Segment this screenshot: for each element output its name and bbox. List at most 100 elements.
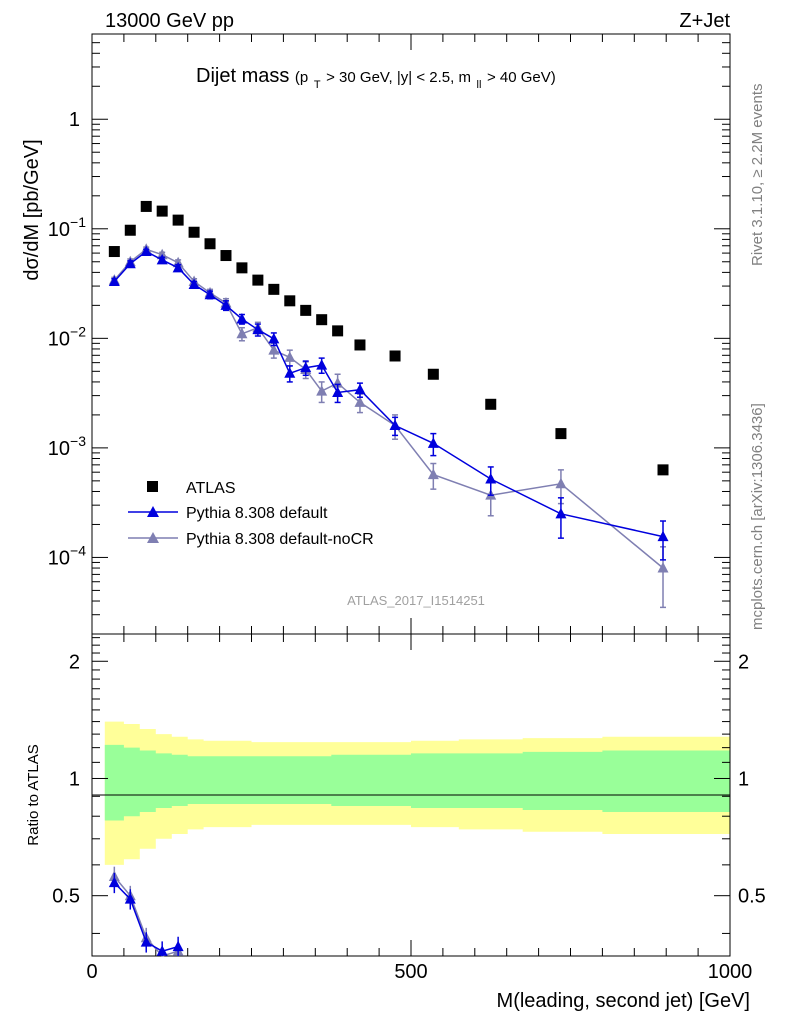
atlas-data-point	[427, 368, 439, 380]
atlas-data-point	[332, 325, 344, 337]
header-right: Z+Jet	[679, 10, 730, 32]
atlas-data-point	[485, 398, 497, 410]
x-tick-label: 500	[394, 961, 427, 983]
ratio-y-tick-label-left: 2	[69, 651, 80, 673]
atlas-data-point	[268, 283, 280, 295]
atlas-data-point	[300, 304, 312, 316]
main-y-tick-label: 10−4	[48, 542, 86, 569]
pythia-default-point	[316, 359, 328, 370]
data-marks	[108, 200, 669, 957]
legend-label-default: Pythia 8.308 default	[186, 505, 328, 522]
atlas-data-point	[156, 205, 168, 217]
pythia-nocr-point	[236, 327, 248, 339]
main-y-tick-base: 10	[48, 547, 70, 569]
atlas-data-point	[316, 314, 328, 326]
main-y-tick-exponent: −2	[70, 323, 86, 339]
pythia-default-point	[108, 275, 120, 287]
pythia-default-point	[252, 323, 264, 335]
pythia-default-ratio-point	[156, 945, 168, 956]
main-y-tick-label: 10−3	[48, 433, 86, 460]
pythia-default-point	[300, 361, 312, 373]
pythia-default-ratio-point	[108, 876, 120, 888]
plot-title-cut-open: (p	[295, 69, 308, 86]
plot-title-cut-close: > 40 GeV)	[487, 69, 556, 86]
pythia-nocr-point	[555, 477, 567, 489]
pythia-nocr-point	[316, 385, 328, 396]
pythia-default-point	[555, 507, 567, 519]
axis-ticks: 10−410−310−210−110.5 0.51 12 20 500 1000	[48, 33, 766, 983]
x-tick-label: 0	[86, 961, 97, 983]
ratio-uncertainty-bands	[104, 721, 731, 865]
plot-title-cut-mid: > 30 GeV, |y| < 2.5, m	[326, 69, 471, 86]
pythia-default-ratio-point	[172, 940, 184, 952]
pythia-default-point	[427, 437, 439, 448]
pythia-default-point	[236, 313, 248, 324]
atlas-data-point	[140, 200, 152, 212]
main-y-tick-label: 10−1	[48, 214, 86, 241]
header-left: 13000 GeV pp	[105, 10, 234, 32]
atlas-data-point	[657, 464, 669, 476]
pythia-default-point	[220, 299, 232, 310]
pythia-nocr-point	[284, 351, 296, 362]
atlas-data-point	[236, 262, 248, 274]
pythia-default-point	[156, 253, 168, 265]
atlas-data-point	[354, 339, 366, 351]
legend-marker-atlas	[147, 481, 158, 492]
pythia-default-point	[354, 383, 366, 395]
pythia-default-point	[268, 332, 280, 344]
pythia-default-point	[140, 245, 152, 257]
pythia-default-point	[124, 257, 136, 269]
main-y-tick-base: 10	[48, 328, 70, 350]
rivet-version-text: Rivet 3.1.10, ≥ 2.2M events	[749, 84, 766, 267]
legend-label-nocr: Pythia 8.308 default-noCR	[186, 531, 374, 548]
plot-title-main: Dijet mass	[196, 65, 289, 87]
pythia-default-point	[657, 530, 669, 542]
atlas-data-point	[220, 250, 232, 262]
atlas-data-point	[389, 350, 401, 362]
pythia-nocr-point	[427, 468, 439, 480]
plot-title-sub-pt: T	[314, 79, 321, 91]
pythia-default-point	[332, 386, 344, 398]
legend-label-atlas: ATLAS	[186, 480, 236, 497]
main-y-axis-label: dσ/dM [pb/GeV]	[21, 139, 43, 280]
pythia-default-point	[188, 278, 200, 290]
atlas-data-point	[108, 246, 120, 258]
ratio-y-tick-label-right: 2	[738, 651, 749, 673]
main-y-tick-exponent: −1	[70, 214, 86, 230]
atlas-data-point	[204, 238, 216, 250]
analysis-label: ATLAS_2017_I1514251	[347, 593, 485, 608]
pythia-nocr-point	[354, 396, 366, 407]
pythia-default-point	[204, 288, 216, 300]
ratio-y-axis-label: Ratio to ATLAS	[25, 744, 42, 845]
legend-marker-default	[147, 506, 159, 517]
ratio-band-inner	[104, 744, 731, 821]
plot-title: Dijet mass (p T > 30 GeV, |y| < 2.5, m l…	[196, 65, 556, 93]
pythia-nocr-point	[268, 344, 280, 355]
pythia-default-point	[389, 419, 401, 431]
plot-title-sub-ll: ll	[477, 79, 482, 91]
legend: ATLAS Pythia 8.308 default Pythia 8.308 …	[128, 480, 374, 548]
pythia-default-ratio-point	[140, 936, 152, 947]
mcplots-reference-text: mcplots.cern.ch [arXiv:1306.3436]	[749, 403, 766, 630]
ratio-y-tick-label-left: 1	[69, 768, 80, 790]
main-y-tick-base: 10	[48, 219, 70, 241]
main-y-tick-base: 10	[48, 438, 70, 460]
pythia-default-point	[485, 472, 497, 484]
atlas-data-point	[172, 214, 184, 226]
atlas-data-point	[284, 295, 296, 307]
atlas-data-point	[188, 226, 200, 238]
ratio-y-tick-label-right: 0.5	[738, 886, 766, 908]
ratio-y-tick-label-right: 1	[738, 768, 749, 790]
atlas-data-point	[124, 224, 136, 236]
main-y-tick-exponent: −3	[70, 433, 86, 449]
main-y-tick-base: 1	[69, 109, 80, 131]
ratio-y-tick-label-left: 0.5	[52, 886, 80, 908]
atlas-data-point	[555, 428, 567, 440]
atlas-data-point	[252, 274, 264, 286]
main-y-tick-label: 10−2	[48, 323, 86, 350]
main-y-tick-exponent: −4	[70, 542, 86, 558]
x-axis-label: M(leading, second jet) [GeV]	[497, 990, 750, 1012]
pythia-default-ratio-point	[124, 893, 136, 904]
x-tick-label: 1000	[708, 961, 753, 983]
